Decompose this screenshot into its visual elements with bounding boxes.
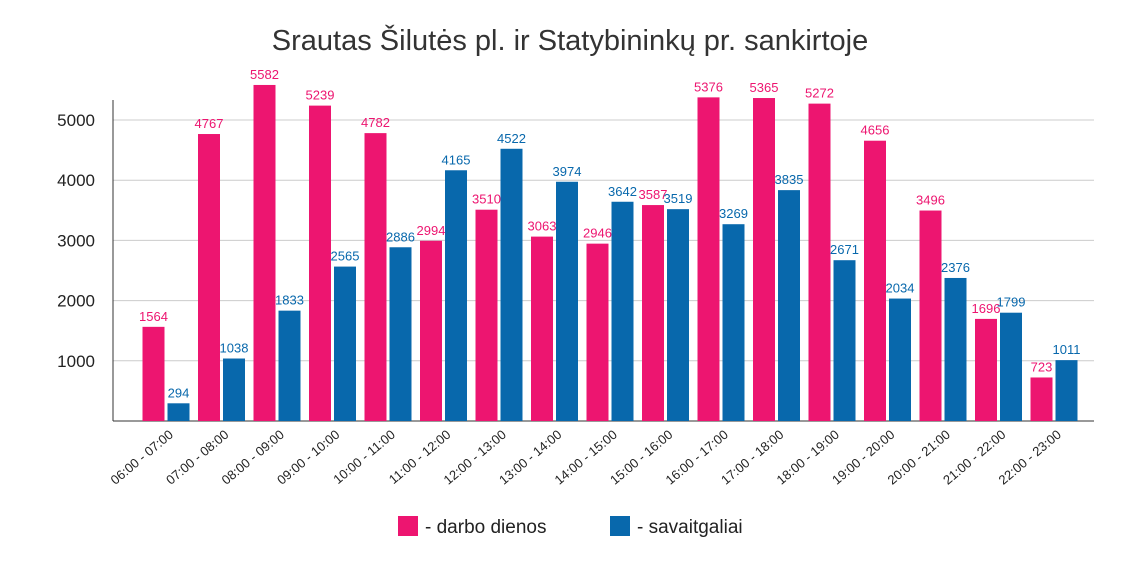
bar-workdays <box>864 140 886 421</box>
bar-workdays <box>586 243 609 421</box>
data-label: 723 <box>1031 359 1053 374</box>
bar-workdays <box>642 205 664 421</box>
bar-workdays <box>808 103 831 421</box>
y-tick-label: 5000 <box>57 111 95 130</box>
bar-workdays <box>1030 377 1053 421</box>
bar-weekends <box>556 181 578 421</box>
data-label: 4656 <box>861 123 890 138</box>
data-label: 1564 <box>139 309 168 324</box>
data-label: 3269 <box>719 206 748 221</box>
data-label: 3587 <box>639 187 668 202</box>
bar-workdays <box>364 133 387 421</box>
bar-workdays <box>919 210 942 421</box>
data-label: 5582 <box>250 67 279 82</box>
bar-weekends <box>778 190 800 421</box>
data-label: 5239 <box>306 88 335 103</box>
data-label: 2034 <box>886 281 915 296</box>
data-label: 5376 <box>694 79 723 94</box>
legend-label: - savaitgaliai <box>637 517 743 538</box>
data-label: 3974 <box>553 164 582 179</box>
legend-swatch <box>398 516 418 536</box>
data-label: 3510 <box>472 192 501 207</box>
data-label: 2946 <box>583 226 612 241</box>
data-label: 4767 <box>195 116 224 131</box>
bar-weekends <box>889 298 911 421</box>
bar-weekends <box>223 358 245 421</box>
bar-weekends <box>722 224 745 421</box>
bar-workdays <box>142 326 165 421</box>
data-label: 5272 <box>805 86 834 101</box>
bar-workdays <box>531 236 553 421</box>
bar-workdays <box>309 105 331 422</box>
data-label: 3519 <box>664 191 693 206</box>
bar-workdays <box>253 84 276 422</box>
data-label: 4165 <box>442 152 471 167</box>
data-label: 3063 <box>528 219 557 234</box>
data-label: 2376 <box>941 260 970 275</box>
bar-weekends <box>500 148 523 421</box>
bar-workdays <box>420 240 442 421</box>
legend-label: - darbo dienos <box>425 517 546 538</box>
data-label: 1038 <box>220 341 249 356</box>
bar-weekends <box>833 260 856 421</box>
data-label: 1011 <box>1053 342 1081 357</box>
data-label: 1696 <box>972 301 1001 316</box>
bar-weekends <box>167 403 190 421</box>
y-tick-label: 2000 <box>57 292 95 311</box>
y-tick-label: 3000 <box>57 231 95 250</box>
data-label: 3642 <box>608 184 637 199</box>
data-label: 1799 <box>997 295 1026 310</box>
data-label: 5365 <box>750 80 779 95</box>
bar-weekends <box>278 310 301 421</box>
data-label: 2994 <box>417 223 446 238</box>
data-label: 4782 <box>361 115 390 130</box>
bar-workdays <box>697 97 720 421</box>
data-label: 3835 <box>775 172 804 187</box>
bar-workdays <box>975 318 997 421</box>
data-label: 4522 <box>497 131 526 146</box>
bar-weekends <box>389 247 412 421</box>
data-label: 2565 <box>331 249 360 264</box>
data-label: 1833 <box>275 293 304 308</box>
bar-workdays <box>198 134 220 421</box>
bar-weekends <box>944 277 967 421</box>
bar-weekends <box>1000 312 1022 421</box>
data-label: 2886 <box>386 229 415 244</box>
bar-weekends <box>1055 360 1078 421</box>
bar-weekends <box>667 209 689 421</box>
legend-swatch <box>610 516 630 536</box>
bar-weekends <box>611 201 634 421</box>
bar-weekends <box>334 266 356 421</box>
data-label: 3496 <box>916 193 945 208</box>
data-label: 294 <box>168 385 190 400</box>
data-label: 2671 <box>830 242 859 257</box>
chart-title: Srautas Šilutės pl. ir Statybininkų pr. … <box>272 23 868 57</box>
bar-weekends <box>445 170 467 421</box>
y-tick-label: 4000 <box>57 171 95 190</box>
y-tick-label: 1000 <box>57 352 95 371</box>
bar-workdays <box>753 98 775 421</box>
bar-workdays <box>475 209 498 421</box>
